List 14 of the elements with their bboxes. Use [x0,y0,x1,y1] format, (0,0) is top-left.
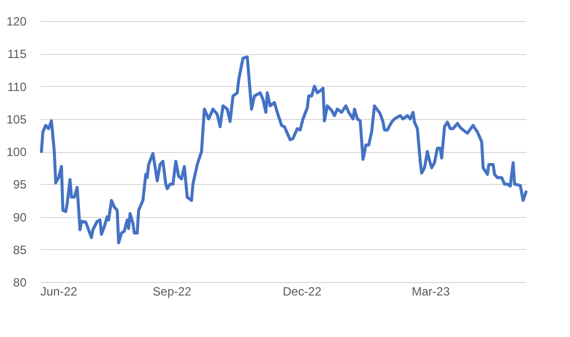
y-tick-label: 110 [7,80,27,94]
y-tick-label: 120 [6,14,27,28]
y-tick-label: 90 [13,210,27,224]
y-tick-label: 100 [6,145,27,159]
y-tick-label: 115 [7,47,27,62]
y-tick-label: 105 [6,112,27,126]
x-tick-label: Sep-22 [152,284,192,298]
x-tick-label: Mar-23 [412,284,450,298]
x-tick-label: Jun-22 [40,284,78,298]
y-tick-label: 80 [13,276,27,290]
line-series [40,55,528,244]
y-tick-label: 95 [13,178,27,192]
y-tick-label: 85 [13,242,27,257]
x-tick-label: Dec-22 [282,284,322,298]
